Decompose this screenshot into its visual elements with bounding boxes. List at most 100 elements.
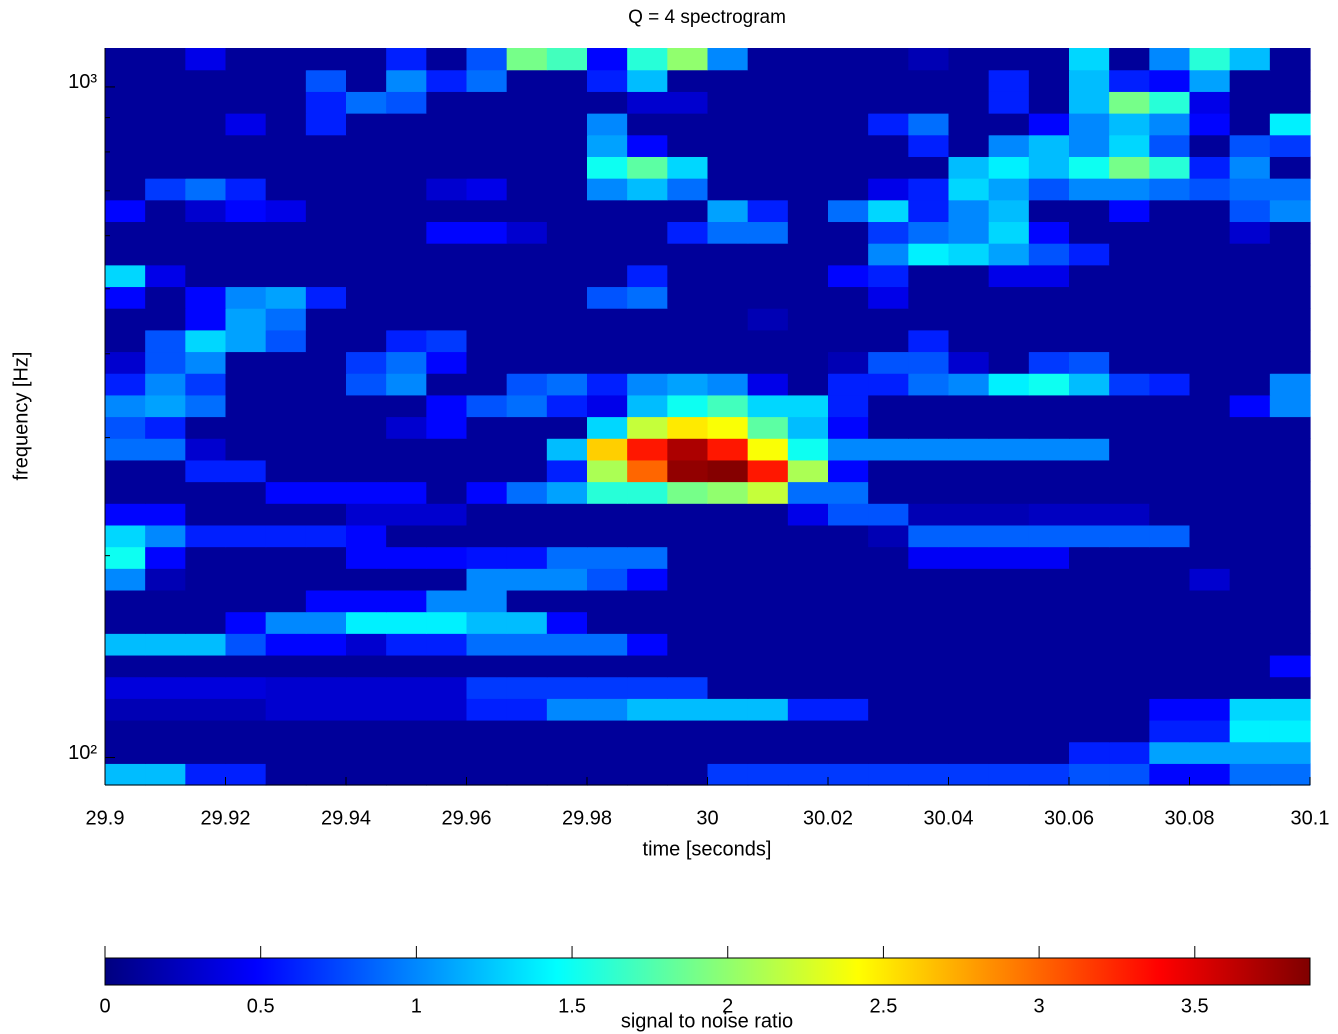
heatmap-cell <box>185 438 227 461</box>
heatmap-cell <box>426 178 468 201</box>
heatmap-cell <box>1109 589 1150 613</box>
heatmap-cell <box>707 481 749 504</box>
heatmap-cell <box>948 438 990 461</box>
heatmap-cell <box>948 503 990 526</box>
heatmap-cell <box>747 611 789 634</box>
heatmap-cell <box>225 199 267 223</box>
heatmap-cell <box>1269 69 1311 92</box>
heatmap-cell <box>185 178 227 201</box>
heatmap-cell <box>426 654 468 678</box>
heatmap-cell <box>1109 698 1150 721</box>
heatmap-cell <box>587 113 628 136</box>
heatmap-cell <box>707 589 749 613</box>
heatmap-cell <box>185 763 227 786</box>
heatmap-cell <box>346 221 387 244</box>
heatmap-cell <box>707 394 749 418</box>
heatmap-cell <box>868 546 909 569</box>
heatmap-cell <box>1269 156 1311 179</box>
heatmap-cell <box>1109 48 1150 71</box>
heatmap-cell <box>346 503 387 526</box>
heatmap-cell <box>265 459 307 483</box>
heatmap-cell <box>225 286 267 309</box>
heatmap-cell <box>506 373 548 396</box>
heatmap-cell <box>105 221 146 244</box>
heatmap-cell <box>988 113 1030 136</box>
heatmap-cell <box>1069 351 1110 374</box>
heatmap-cell <box>948 611 990 634</box>
heatmap-cell <box>466 221 508 244</box>
heatmap-cell <box>1069 243 1110 266</box>
heatmap-cell <box>1189 481 1231 504</box>
heatmap-cell <box>305 654 347 678</box>
heatmap-cell <box>225 373 267 396</box>
heatmap-cell <box>1109 113 1150 136</box>
heatmap-cell <box>1229 329 1271 353</box>
heatmap-cell <box>265 329 307 353</box>
heatmap-cell <box>346 416 387 439</box>
heatmap-cell <box>1028 243 1070 266</box>
heatmap-cell <box>908 373 950 396</box>
heatmap-cell <box>747 243 789 266</box>
heatmap-cell <box>466 719 508 743</box>
heatmap-cell <box>868 654 909 678</box>
heatmap-cell <box>1109 546 1150 569</box>
heatmap-cell <box>265 568 307 591</box>
x-tick-label: 30.08 <box>1164 807 1214 829</box>
heatmap-cell <box>506 351 548 374</box>
heatmap-cell <box>1028 286 1070 309</box>
heatmap-cell <box>828 308 869 331</box>
heatmap-cell <box>346 178 387 201</box>
heatmap-cell <box>346 633 387 656</box>
chart-title: Q = 4 spectrogram <box>628 7 786 28</box>
heatmap-cell <box>305 524 347 548</box>
heatmap-cell <box>948 91 990 114</box>
heatmap-cell <box>426 459 468 483</box>
heatmap-cell <box>506 481 548 504</box>
heatmap-cell <box>1189 264 1231 288</box>
heatmap-cell <box>1229 698 1271 721</box>
heatmap-cell <box>506 199 548 223</box>
heatmap-cell <box>587 741 628 764</box>
heatmap-cell <box>828 156 869 179</box>
heatmap-cell <box>747 546 789 569</box>
x-axis-label: time [seconds] <box>643 838 772 860</box>
heatmap-cell <box>1028 48 1070 71</box>
heatmap-cell <box>1269 763 1311 786</box>
heatmap-cell <box>105 676 146 699</box>
heatmap-cell <box>386 308 427 331</box>
heatmap-cell <box>1229 134 1271 157</box>
heatmap-cell <box>988 524 1030 548</box>
heatmap-cell <box>1069 156 1110 179</box>
heatmap-cell <box>828 589 869 613</box>
heatmap-cell <box>667 481 709 504</box>
heatmap-cell <box>948 69 990 92</box>
heatmap-cell <box>386 568 427 591</box>
heatmap-cell <box>787 69 829 92</box>
heatmap-cell <box>747 329 789 353</box>
heatmap-cell <box>948 373 990 396</box>
heatmap-cell <box>667 308 709 331</box>
heatmap-cell <box>1229 91 1271 114</box>
heatmap-cell <box>828 329 869 353</box>
heatmap-cell <box>386 48 427 71</box>
heatmap-cell <box>747 459 789 483</box>
heatmap-cell <box>988 568 1030 591</box>
heatmap-cell <box>828 719 869 743</box>
heatmap-cell <box>948 416 990 439</box>
heatmap-cell <box>185 134 227 157</box>
heatmap-cell <box>466 698 508 721</box>
heatmap-cell <box>546 546 588 569</box>
heatmap-cell <box>265 698 307 721</box>
heatmap-cell <box>747 113 789 136</box>
heatmap-cell <box>1028 156 1070 179</box>
heatmap-cell <box>707 633 749 656</box>
heatmap-cell <box>1189 741 1231 764</box>
heatmap-cell <box>506 438 548 461</box>
heatmap-cell <box>1069 199 1110 223</box>
heatmap-cell <box>386 221 427 244</box>
heatmap-cell <box>466 48 508 71</box>
heatmap-cell <box>1069 394 1110 418</box>
heatmap-cell <box>1109 416 1150 439</box>
heatmap-cell <box>1149 134 1191 157</box>
heatmap-cell <box>426 698 468 721</box>
